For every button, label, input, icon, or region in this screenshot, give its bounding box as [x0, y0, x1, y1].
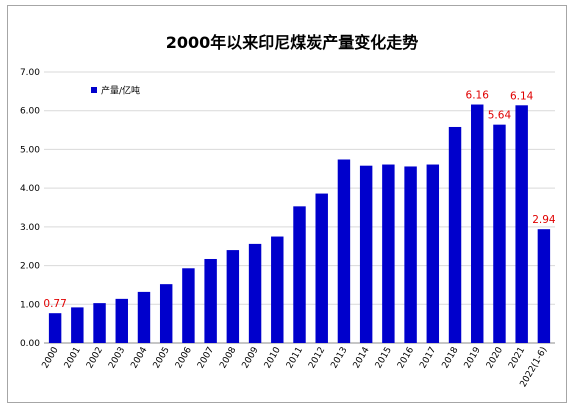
x-tick-label: 2008	[218, 345, 238, 370]
data-label: 0.77	[43, 298, 66, 310]
data-label: 5.64	[488, 110, 512, 122]
bar-2002	[93, 303, 106, 343]
y-tick-label: 4.00	[20, 184, 40, 194]
bar-2013	[337, 159, 351, 343]
data-label: 6.14	[510, 90, 534, 102]
bar-2000	[48, 313, 62, 343]
x-tick-label: 2005	[152, 346, 172, 371]
bar-2014	[359, 165, 373, 343]
x-tick-label: 2001	[63, 346, 83, 371]
y-tick-label: 5.00	[20, 145, 40, 155]
bar-2012	[315, 193, 328, 343]
data-labels: 0.77 6.16 5.64 6.14 2.94	[43, 90, 555, 311]
bar-2022(1-6)	[537, 229, 551, 343]
bar-2016	[404, 166, 417, 343]
bar-2011	[293, 206, 306, 343]
data-label: 2.94	[532, 214, 556, 226]
x-tick-label: 2000	[41, 345, 61, 370]
bar-2004	[137, 291, 151, 343]
x-tick-label: 2010	[263, 345, 283, 370]
bar-2005	[159, 284, 173, 343]
x-tick-label: 2002	[85, 346, 105, 371]
bars	[48, 104, 551, 344]
x-tick-label: 2012	[307, 346, 327, 371]
x-tick-label: 2017	[418, 346, 438, 371]
legend: 产量/亿吨	[91, 85, 140, 97]
x-tick-label: 2013	[329, 346, 349, 371]
bar-2010	[271, 236, 284, 343]
chart-frame: 2000年以来印尼煤炭产量变化走势 0.00 1.00 2.00 3.00 4.00 5.…	[7, 5, 567, 403]
y-tick-label: 1.00	[20, 300, 40, 310]
x-tick-label: 2015	[374, 346, 394, 371]
y-tick-label: 2.00	[20, 262, 40, 272]
bar-2021	[515, 105, 528, 344]
x-tick-label: 2003	[107, 346, 127, 371]
x-tick-label: 2020	[485, 345, 505, 370]
x-tick-label: 2014	[352, 345, 372, 370]
chart-title: 2000年以来印尼煤炭产量变化走势	[166, 33, 419, 52]
bar-2020	[493, 124, 506, 343]
x-tick-label: 2021	[507, 346, 527, 371]
y-tick-label: 7.00	[20, 68, 40, 78]
x-tick-label: 2019	[463, 345, 483, 370]
legend-label: 产量/亿吨	[101, 85, 140, 97]
bar-2007	[204, 258, 217, 343]
x-tick-label: 2011	[285, 346, 305, 371]
coal-output-bar-chart: 2000年以来印尼煤炭产量变化走势 0.00 1.00 2.00 3.00 4.00 5.…	[20, 33, 556, 389]
y-tick-label: 3.00	[20, 223, 40, 233]
bar-2003	[115, 298, 128, 343]
x-tick-label: 2016	[396, 345, 416, 370]
bar-2008	[226, 250, 240, 343]
x-axis-ticks: 2000 2001 2002 2003 2004 2005 2006 2007 2008 2009…	[41, 345, 550, 389]
x-tick-label: 2004	[129, 345, 149, 370]
bar-2019	[471, 104, 484, 344]
bar-2009	[248, 243, 262, 343]
x-tick-label: 2007	[196, 346, 216, 371]
y-tick-label: 0.00	[20, 339, 40, 349]
bar-2006	[182, 268, 195, 343]
bar-2017	[426, 164, 440, 343]
y-axis-ticks: 0.00 1.00 2.00 3.00 4.00 5.00 6.00 7.00	[20, 68, 40, 349]
bar-2018	[448, 126, 462, 343]
x-tick-label: 2018	[441, 345, 461, 370]
bar-2001	[71, 307, 84, 343]
bar-2015	[382, 164, 395, 343]
legend-swatch	[91, 87, 97, 93]
data-label: 6.16	[466, 90, 490, 102]
y-tick-label: 6.00	[20, 107, 40, 117]
x-tick-label: 2006	[174, 345, 194, 370]
x-tick-label: 2009	[241, 345, 261, 370]
